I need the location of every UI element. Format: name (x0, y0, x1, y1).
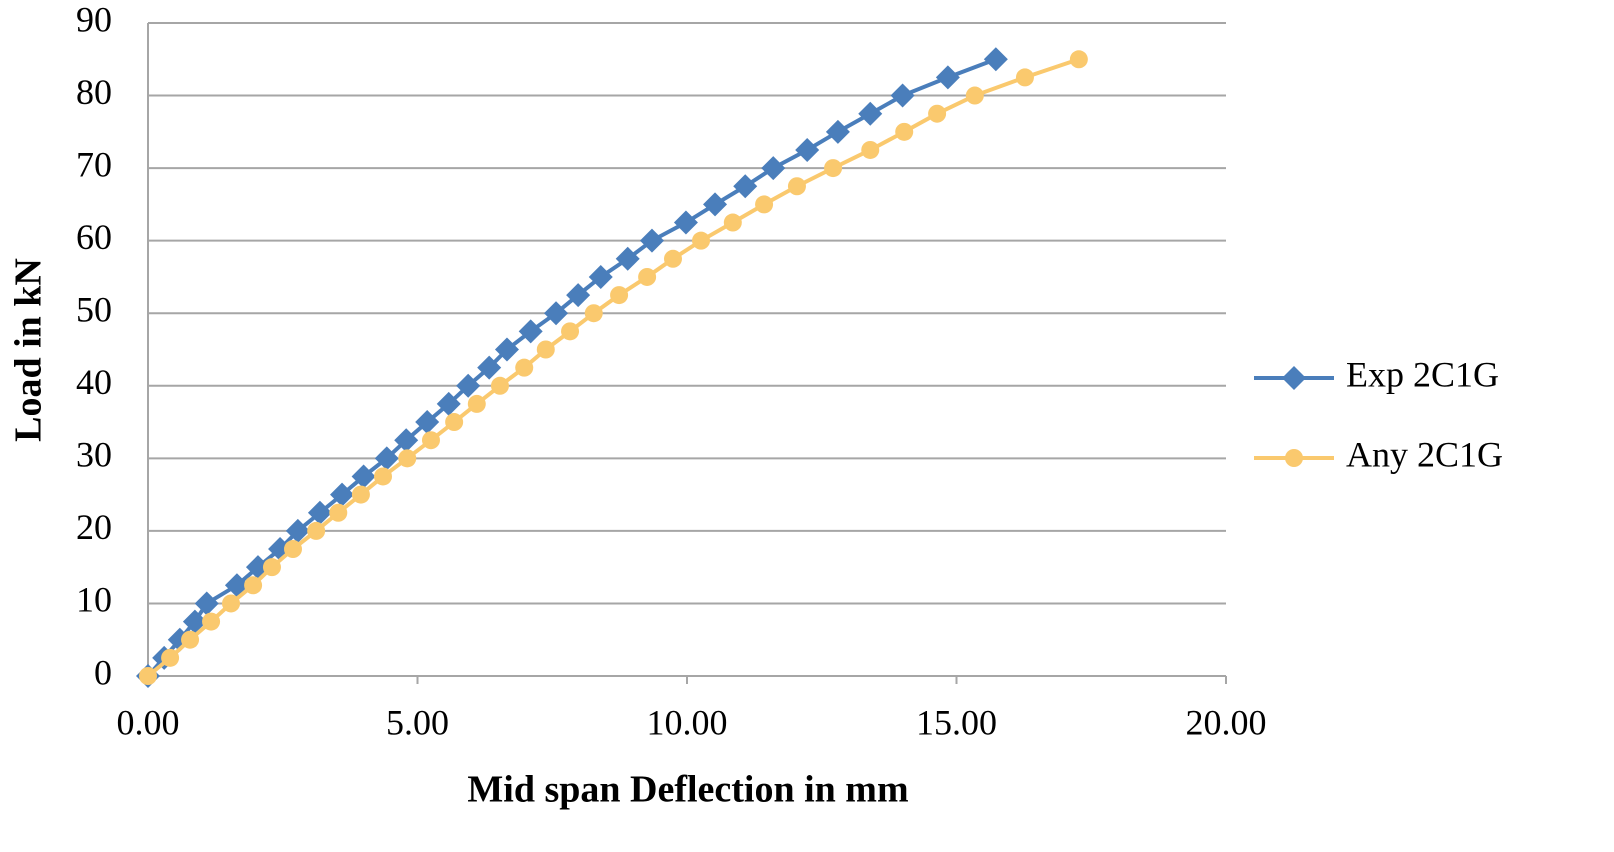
y-axis-title: Load in kN (8, 258, 50, 442)
data-point (928, 104, 947, 123)
data-point (394, 428, 419, 453)
data-point (703, 192, 728, 217)
data-point (824, 159, 843, 178)
data-point (518, 319, 543, 344)
data-point (477, 355, 502, 380)
data-point (307, 500, 332, 525)
data-point (755, 195, 774, 214)
y-tick-label: 10 (76, 580, 112, 620)
data-point (194, 591, 219, 616)
x-tick-label: 10.00 (647, 702, 728, 742)
data-point (584, 304, 603, 323)
data-point (202, 612, 221, 631)
data-point (858, 101, 883, 126)
data-point (285, 518, 310, 543)
data-point (139, 667, 157, 685)
data-point (494, 337, 519, 362)
data-point (638, 267, 657, 286)
data-point (222, 594, 241, 613)
data-point (445, 413, 464, 432)
data-point (351, 464, 376, 489)
data-point (825, 119, 850, 144)
data-point (374, 446, 399, 471)
x-tick-label: 5.00 (386, 702, 449, 742)
data-point (490, 376, 509, 395)
data-point (329, 503, 348, 522)
data-point (398, 449, 417, 468)
y-tick-label: 20 (76, 507, 112, 547)
y-tick-label: 30 (76, 435, 112, 475)
x-tick-label: 15.00 (916, 702, 997, 742)
data-point (673, 210, 698, 235)
data-point (456, 373, 481, 398)
data-point (283, 540, 302, 559)
data-point (374, 467, 393, 486)
data-point (1069, 50, 1088, 69)
data-point (615, 246, 640, 271)
y-tick-label: 60 (76, 217, 112, 257)
data-point (733, 174, 758, 199)
data-point (639, 228, 664, 253)
x-tick-label: 20.00 (1186, 702, 1267, 742)
data-point (515, 358, 534, 377)
data-point (244, 576, 263, 595)
data-point (983, 47, 1008, 72)
data-point (965, 86, 984, 105)
data-point (588, 264, 613, 289)
data-point (421, 431, 440, 450)
data-point (181, 630, 200, 649)
data-point (795, 137, 820, 162)
data-point (536, 340, 555, 359)
data-point (561, 322, 580, 341)
data-point (610, 286, 629, 305)
data-point (787, 177, 806, 196)
data-point (307, 521, 326, 540)
data-point (351, 485, 370, 504)
x-tick-label: 0.00 (117, 702, 180, 742)
data-point (436, 391, 461, 416)
data-point (761, 156, 786, 181)
legend-marker (1282, 366, 1306, 390)
data-point (415, 410, 440, 435)
data-point (895, 122, 914, 141)
x-axis-title: Mid span Deflection in mm (467, 769, 908, 811)
data-point (935, 65, 960, 90)
data-point (566, 283, 591, 308)
data-point (262, 558, 281, 577)
data-point (161, 648, 180, 667)
y-tick-label: 80 (76, 72, 112, 112)
data-point (330, 482, 355, 507)
series-line (146, 57, 1080, 678)
y-tick-label: 0 (94, 652, 112, 692)
data-point (467, 394, 486, 413)
data-point (861, 140, 880, 159)
y-tick-label: 50 (76, 289, 112, 329)
legend-label: Exp 2C1G (1346, 354, 1499, 394)
data-point (692, 231, 711, 250)
data-point (182, 609, 207, 634)
y-tick-label: 90 (76, 0, 112, 39)
data-point (663, 249, 682, 268)
y-tick-label: 70 (76, 144, 112, 184)
data-point (890, 83, 915, 108)
legend-marker (1285, 449, 1303, 467)
data-point (1015, 68, 1034, 87)
legend-label: Any 2C1G (1346, 434, 1503, 474)
y-tick-label: 40 (76, 362, 112, 402)
data-point (544, 301, 569, 326)
data-point (723, 213, 742, 232)
